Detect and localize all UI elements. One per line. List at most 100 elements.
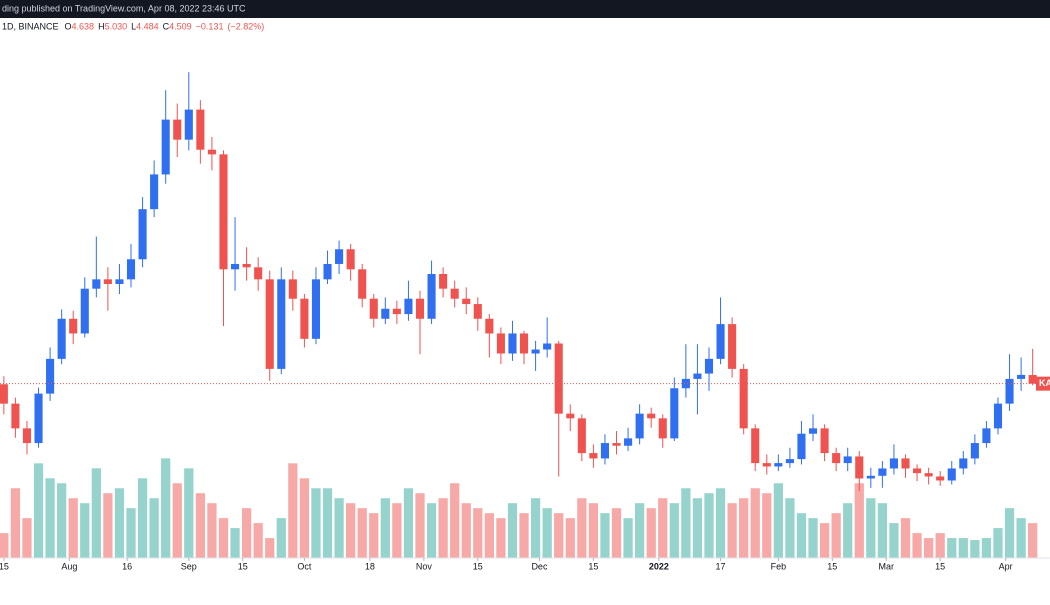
volume-bar xyxy=(68,498,78,558)
legend-key: O xyxy=(65,21,72,31)
candle-body xyxy=(820,428,829,454)
candle-body xyxy=(473,304,482,319)
volume-bar xyxy=(33,463,44,558)
candle-body xyxy=(728,324,737,369)
candle-body xyxy=(184,109,193,140)
x-tick-label: Apr xyxy=(999,561,1013,571)
legend-key: C xyxy=(163,21,170,31)
volume-bar xyxy=(924,538,934,558)
candle-body xyxy=(57,318,66,359)
volume-bar xyxy=(877,503,888,558)
volume-bar xyxy=(288,463,298,558)
candle-body xyxy=(577,418,586,454)
candle-body xyxy=(415,298,425,319)
volume-bar xyxy=(450,483,460,558)
volume-bar xyxy=(727,503,737,558)
candle-body xyxy=(161,119,170,175)
candle-body xyxy=(335,249,344,264)
volume-bar xyxy=(796,513,807,558)
volume-bar xyxy=(519,513,529,558)
candle-body xyxy=(808,428,818,434)
volume-bar xyxy=(426,503,437,558)
volume-bar xyxy=(57,483,67,558)
volume-bar xyxy=(346,503,356,558)
volume-bar xyxy=(137,478,148,558)
volume-bar xyxy=(808,518,818,558)
candle-body xyxy=(751,428,760,464)
candle-body xyxy=(265,279,274,369)
volume-bar xyxy=(1004,508,1015,558)
candle-body xyxy=(901,458,910,469)
candle-body xyxy=(138,209,147,260)
volume-bar xyxy=(149,498,159,558)
candle-body xyxy=(785,459,794,464)
candle-body xyxy=(173,119,182,140)
change-pct: (−2.82%) xyxy=(227,21,264,31)
legend-value: 4.509 xyxy=(169,21,192,31)
volume-bar xyxy=(843,503,853,558)
candle-body xyxy=(126,259,136,280)
volume-bar xyxy=(715,488,726,558)
candle-body xyxy=(889,458,898,469)
volume-bar xyxy=(230,528,240,558)
volume-bar xyxy=(334,498,344,558)
candle-body xyxy=(878,468,887,476)
volume-bar xyxy=(785,498,795,558)
candle-body xyxy=(80,288,89,334)
candle-body xyxy=(427,273,436,319)
candle-body xyxy=(543,343,552,350)
candle-body xyxy=(566,413,575,419)
volume-bar xyxy=(299,478,310,558)
volume-bar xyxy=(935,533,945,558)
price-label-box xyxy=(1036,376,1050,391)
x-tick-label: Oct xyxy=(297,561,312,571)
volume-bar xyxy=(542,508,552,558)
volume-bar xyxy=(241,508,252,558)
volume-bar xyxy=(866,498,876,558)
legend-key: H xyxy=(98,21,105,31)
candle-body xyxy=(196,109,205,150)
candle-body xyxy=(346,249,355,270)
candle-body xyxy=(519,333,529,354)
candle-body xyxy=(554,343,563,414)
change: −0.131 xyxy=(196,21,224,31)
candle-body xyxy=(288,279,297,299)
volume-bar xyxy=(588,503,599,558)
volume-bar xyxy=(565,518,575,558)
volume-bar xyxy=(889,523,899,558)
volume-bar xyxy=(947,538,957,558)
candle-body xyxy=(311,279,321,339)
candle-body xyxy=(11,403,20,429)
candle-body xyxy=(866,475,875,479)
volume-bar xyxy=(1016,518,1026,558)
plot-area: KA xyxy=(0,72,1050,558)
volume-bar xyxy=(207,503,217,558)
volume-bar xyxy=(103,493,113,558)
candle-body xyxy=(716,324,725,359)
volume-bar xyxy=(484,513,494,558)
candle-body xyxy=(739,368,748,429)
candle-body xyxy=(242,263,251,268)
volume-bar xyxy=(369,513,379,558)
candle-body xyxy=(843,456,852,464)
candle-body xyxy=(624,438,633,446)
x-tick-label: 17 xyxy=(716,561,726,571)
candle-body xyxy=(635,413,644,439)
volume-bar xyxy=(681,488,691,558)
volume-bar xyxy=(218,518,229,558)
volume-bar xyxy=(195,493,205,558)
x-axis-strip xyxy=(0,558,1050,600)
volume-bar xyxy=(357,508,367,558)
volume-bar xyxy=(577,498,587,558)
volume-bar xyxy=(10,488,21,558)
candle-body xyxy=(508,333,517,354)
volume-bar xyxy=(646,508,656,558)
candle-body xyxy=(34,393,43,444)
volume-bar xyxy=(322,488,333,558)
candle-body xyxy=(970,443,979,459)
top-bar xyxy=(0,0,1050,18)
candle-body xyxy=(277,279,286,369)
x-tick-label: 15 xyxy=(935,561,945,571)
volume-bar xyxy=(912,533,922,558)
volume-bar xyxy=(380,498,390,558)
